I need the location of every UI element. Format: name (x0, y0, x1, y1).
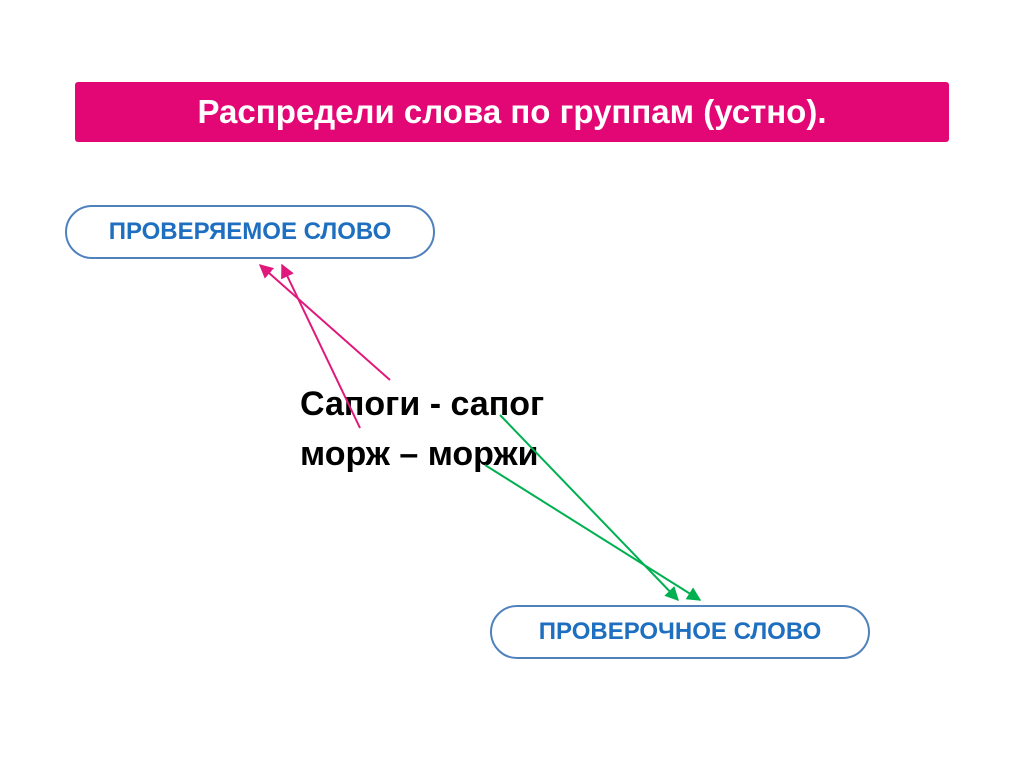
arrow-line (485, 465, 700, 600)
title-text: Распредели слова по группам (устно). (197, 93, 826, 131)
word-pair-2: морж – моржи (300, 435, 539, 474)
pill-checking-word-label: ПРОВЕРОЧНОЕ СЛОВО (539, 618, 822, 646)
arrow-line (260, 265, 390, 380)
pill-checked-word: ПРОВЕРЯЕМОЕ СЛОВО (65, 205, 435, 259)
title-bar: Распредели слова по группам (устно). (75, 82, 949, 142)
pill-checking-word: ПРОВЕРОЧНОЕ СЛОВО (490, 605, 870, 659)
word-pair-1: Сапоги - сапог (300, 385, 544, 424)
pill-checked-word-label: ПРОВЕРЯЕМОЕ СЛОВО (109, 218, 392, 246)
